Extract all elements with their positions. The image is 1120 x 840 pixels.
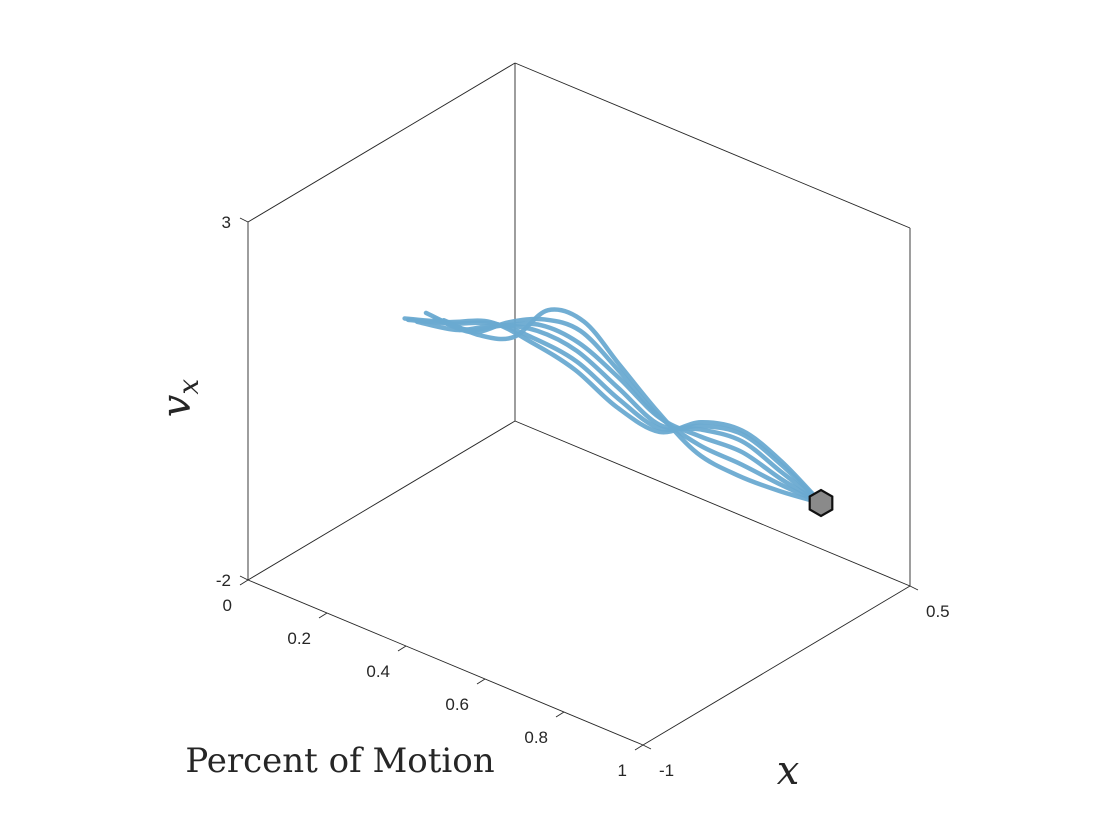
percent-tick-mark [318, 612, 328, 619]
z-axis-label: vx [154, 379, 205, 418]
percent-tick-label: 0.6 [445, 695, 469, 714]
percent-tick-mark [239, 579, 249, 586]
vx-tick-mark [239, 575, 249, 581]
back-top-edge [514, 62, 911, 229]
back-floor-edge [514, 420, 911, 587]
trajectory-line-6 [402, 316, 824, 506]
percent-tick-label: 0.8 [524, 728, 548, 747]
x-tick-mark [642, 744, 652, 750]
percent-tick-mark [397, 645, 407, 652]
end-marker-group [808, 488, 834, 518]
data-lines [402, 307, 824, 506]
trajectory-line-4 [414, 319, 824, 506]
x-tick-label: -1 [659, 761, 674, 780]
y-axis-label: x [777, 748, 800, 794]
percent-tick-label: 0.4 [366, 662, 390, 681]
percent-tick-mark [634, 744, 644, 751]
vx-tick-label: -2 [216, 571, 231, 590]
x-tick-label: 0.5 [926, 602, 950, 621]
vx-tick-mark [239, 217, 249, 223]
percent-tick-label: 0.2 [287, 629, 311, 648]
vx-tick-label: 3 [222, 213, 231, 232]
trajectory-line-1 [441, 307, 824, 506]
percent-tick-mark [555, 711, 565, 718]
axes-box [239, 62, 919, 751]
tick-labels: 0 0.2 0.4 0.6 0.8 1 -1 0.5 -2 3 [216, 213, 950, 780]
trajectory-line-2 [432, 316, 824, 506]
percent-axis-line [247, 579, 644, 746]
x-axis-label: Percent of Motion [185, 741, 494, 781]
percent-tick-label: 0 [223, 596, 232, 615]
left-floor-edge [247, 420, 516, 581]
x-axis-line [642, 585, 911, 746]
x-tick-mark [909, 585, 919, 591]
percent-tick-mark [476, 678, 486, 685]
end-marker [808, 488, 834, 518]
percent-tick-label: 1 [618, 761, 627, 780]
left-top-edge [247, 62, 516, 223]
